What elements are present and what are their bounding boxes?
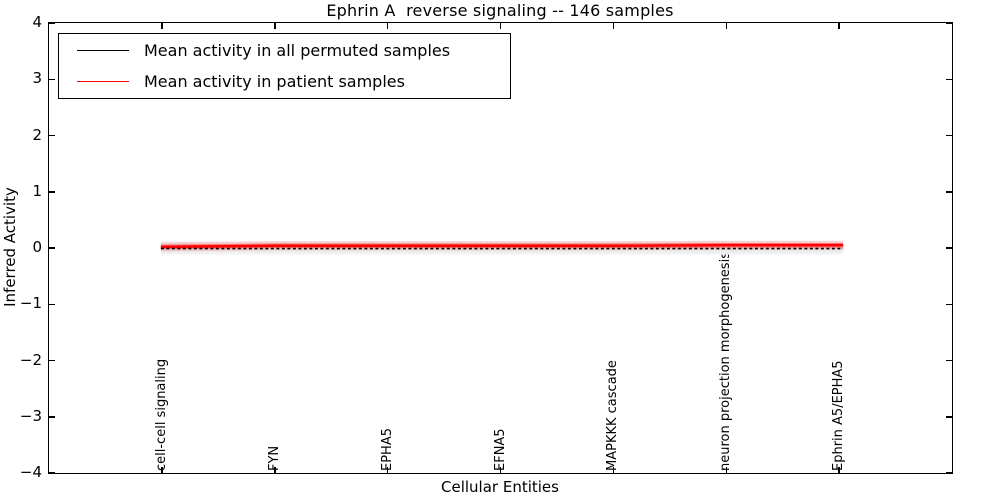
- x-tick-top: [838, 23, 840, 29]
- y-tick-right: [946, 22, 952, 24]
- y-tick-label: −2: [19, 350, 42, 369]
- chart-canvas: [160, 240, 844, 255]
- x-tick-top: [386, 23, 389, 29]
- y-tick-label: 3: [32, 69, 42, 88]
- y-tick-label: 4: [32, 13, 42, 31]
- y-tick-label: −3: [19, 406, 42, 425]
- legend-line-sample-black: [77, 50, 129, 51]
- y-tick-left: [49, 78, 55, 80]
- y-tick-left: [49, 191, 55, 193]
- y-tick-left: [49, 247, 55, 249]
- x-tick-top: [499, 23, 502, 29]
- x-axis-label: Cellular Entities: [441, 478, 559, 496]
- legend-label: Mean activity in all permuted samples: [144, 41, 451, 60]
- x-tick-bottom: [612, 467, 615, 473]
- y-tick-right: [946, 134, 952, 137]
- legend-item-patient: Mean activity in patient samples: [59, 66, 510, 97]
- x-tick-top: [274, 23, 276, 29]
- y-tick-label: 1: [32, 181, 42, 200]
- y-tick-left: [49, 359, 55, 362]
- y-tick-right: [946, 303, 952, 305]
- x-tick-top: [161, 23, 163, 29]
- y-tick-label: −1: [19, 294, 42, 313]
- y-tick-right: [946, 78, 952, 80]
- patient-mean-line: [160, 243, 844, 249]
- y-tick-right: [946, 472, 952, 474]
- chart-title: Ephrin A reverse signaling -- 146 sample…: [326, 1, 674, 20]
- y-tick-left: [49, 472, 55, 474]
- y-tick-label: 0: [32, 238, 42, 256]
- x-tick-top: [725, 23, 727, 29]
- legend-box: Mean activity in all permuted samples Me…: [58, 33, 511, 99]
- y-tick-left: [49, 22, 55, 24]
- y-tick-right: [946, 247, 952, 249]
- legend-label: Mean activity in patient samples: [144, 72, 405, 91]
- x-tick-bottom: [274, 467, 276, 473]
- x-tick-bottom: [838, 467, 840, 473]
- x-tick-bottom: [386, 467, 389, 473]
- y-tick-label: 2: [32, 125, 42, 144]
- x-tick-top: [612, 23, 615, 29]
- y-tick-right: [946, 416, 952, 418]
- y-tick-label: −4: [19, 463, 42, 481]
- x-tick-bottom: [725, 467, 727, 473]
- y-tick-left: [49, 134, 55, 137]
- y-tick-left: [49, 416, 55, 418]
- y-tick-right: [946, 191, 952, 193]
- legend-line-sample-red: [77, 81, 129, 82]
- y-tick-left: [49, 303, 55, 305]
- y-tick-right: [946, 359, 952, 362]
- x-tick-bottom: [499, 467, 502, 473]
- x-tick-bottom: [161, 467, 163, 473]
- legend-item-permuted: Mean activity in all permuted samples: [59, 35, 510, 66]
